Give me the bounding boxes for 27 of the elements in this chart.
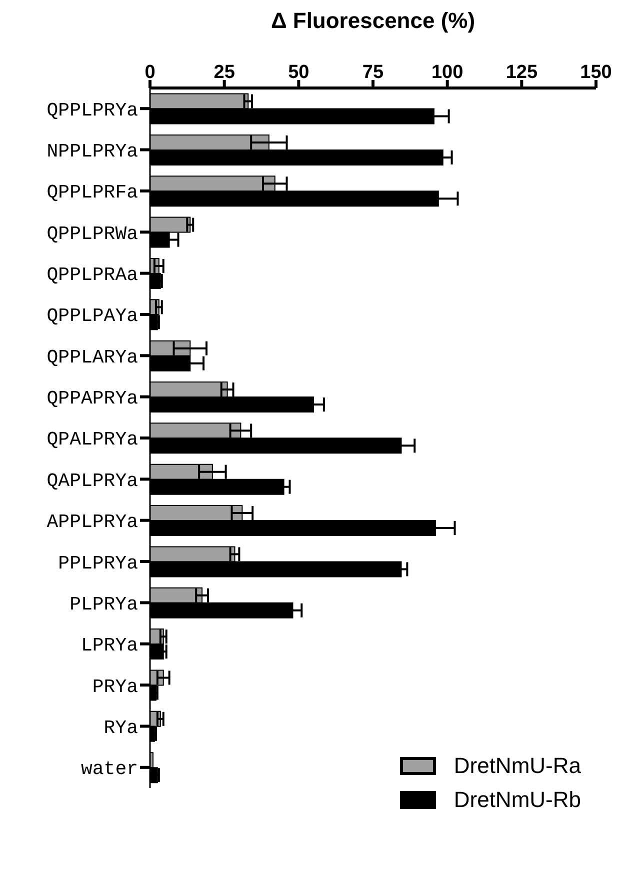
x-tick-label: 0 [144, 62, 156, 83]
legend-label: DretNmU-Rb [454, 787, 581, 813]
y-tick-label: PRYa [92, 676, 138, 698]
y-tick-label: QPPLPRYa [46, 99, 138, 122]
y-tick-label: QPALPRYa [46, 428, 138, 451]
y-tick-label: RYa [104, 716, 138, 739]
x-axis-title: Δ Fluorescence (%) [270, 8, 476, 34]
x-tick-label: 75 [362, 62, 384, 83]
y-tick-label: QPPAPRYa [46, 388, 138, 410]
x-tick-label: 25 [214, 62, 236, 83]
y-tick-label: QPPLPAYa [46, 305, 138, 328]
y-tick-label: NPPLPRYa [46, 140, 138, 163]
x-tick-label: 50 [288, 62, 310, 83]
y-tick-label: QPPLPRWa [46, 222, 138, 245]
x-tick-label: 150 [580, 62, 612, 83]
x-tick-label: 100 [431, 62, 464, 83]
y-tick-label: QAPLPRYa [46, 470, 138, 492]
y-tick-label: APPLPRYa [46, 511, 138, 534]
y-tick-label: PLPRYa [70, 593, 138, 616]
y-tick-label: LPRYa [80, 634, 138, 657]
y-tick-label: QPPLPRAa [46, 264, 138, 286]
y-tick-label: QPPLARYa [46, 346, 138, 368]
x-tick-label: 125 [506, 62, 538, 83]
legend-label: DretNmU-Ra [454, 753, 581, 779]
y-tick-label: water [80, 758, 138, 780]
y-tick-label: QPPLPRFa [46, 182, 138, 204]
y-tick-label: PPLPRYa [58, 552, 138, 574]
